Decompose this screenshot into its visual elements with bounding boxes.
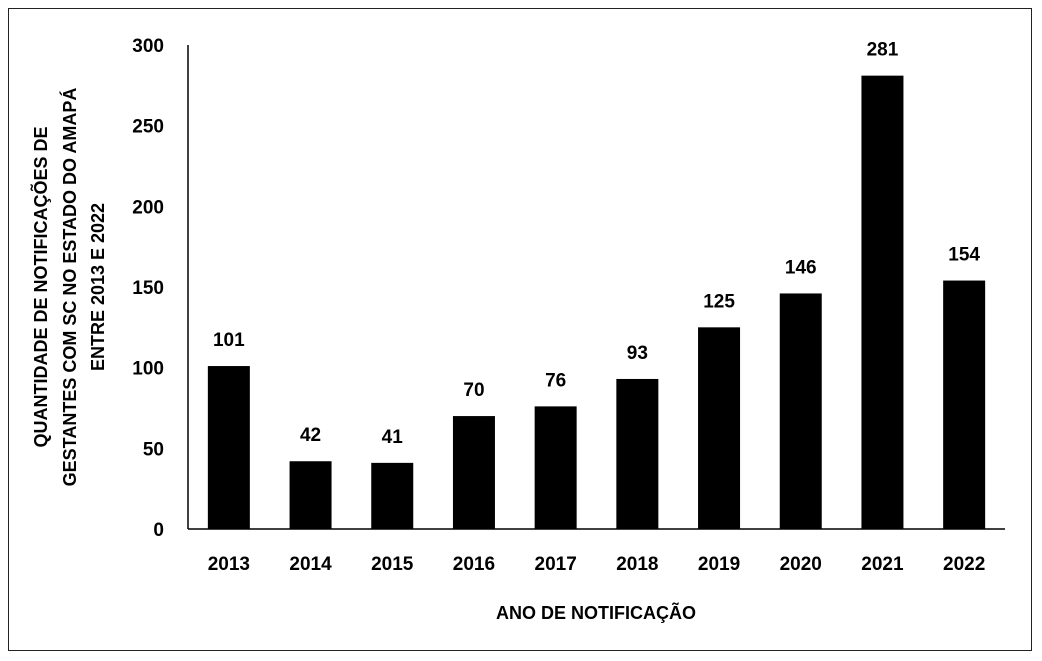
x-tick-label: 2014 [289,554,332,575]
bars-group: 101 42 41 70 76 93 125 146 281 154 [207,40,986,530]
x-tick-label: 2015 [371,554,414,575]
x-tick-label: 2019 [698,554,740,575]
x-tick-label: 2020 [780,554,822,575]
bar [534,406,577,529]
y-tick-label: 0 [153,520,164,541]
y-axis-title-line: ENTRE 2013 E 2022 [88,203,108,371]
bar [943,280,986,529]
bar [289,461,332,529]
x-tick-label: 2018 [616,554,658,575]
bar-value-label: 70 [463,380,484,401]
x-axis-title: ANO DE NOTIFICAÇÃO [496,602,696,623]
y-axis-ticks: 0 50 100 150 200 250 300 [132,36,164,541]
bar-value-label: 42 [300,425,321,446]
x-tick-label: 2016 [453,554,495,575]
chart-frame [8,8,1032,651]
bar [861,75,904,530]
bar-value-label: 154 [948,245,980,266]
y-tick-label: 150 [132,278,164,299]
bar-value-label: 76 [545,370,566,391]
bar [371,462,414,529]
bar-value-label: 93 [627,343,648,364]
bar [616,378,659,529]
x-tick-label: 2022 [943,554,985,575]
bar-value-label: 101 [213,330,245,351]
bar-value-label: 41 [382,427,404,448]
y-tick-label: 200 [132,197,164,218]
bar-value-label: 281 [867,40,899,61]
y-tick-label: 100 [132,359,164,380]
y-tick-label: 250 [132,117,164,138]
y-tick-label: 50 [143,439,164,460]
bar [779,293,822,529]
x-tick-label: 2017 [535,554,577,575]
bar [698,327,741,529]
y-axis-title: QUANTIDADE DE NOTIFICAÇÕES DE GESTANTES C… [30,88,108,487]
x-tick-label: 2021 [861,554,904,575]
y-tick-label: 300 [132,36,164,57]
x-axis-ticks: 2013 2014 2015 2016 2017 2018 2019 2020 2021 2022 [208,554,986,575]
y-axis-title-line: GESTANTES COM SC NO ESTADO DO AMAPÁ [59,88,80,487]
bar [207,366,250,529]
bar-value-label: 146 [785,257,817,278]
y-axis-title-line: QUANTIDADE DE NOTIFICAÇÕES DE [30,126,51,447]
x-tick-label: 2013 [208,554,250,575]
bar [452,416,495,529]
bar-value-label: 125 [703,291,735,312]
